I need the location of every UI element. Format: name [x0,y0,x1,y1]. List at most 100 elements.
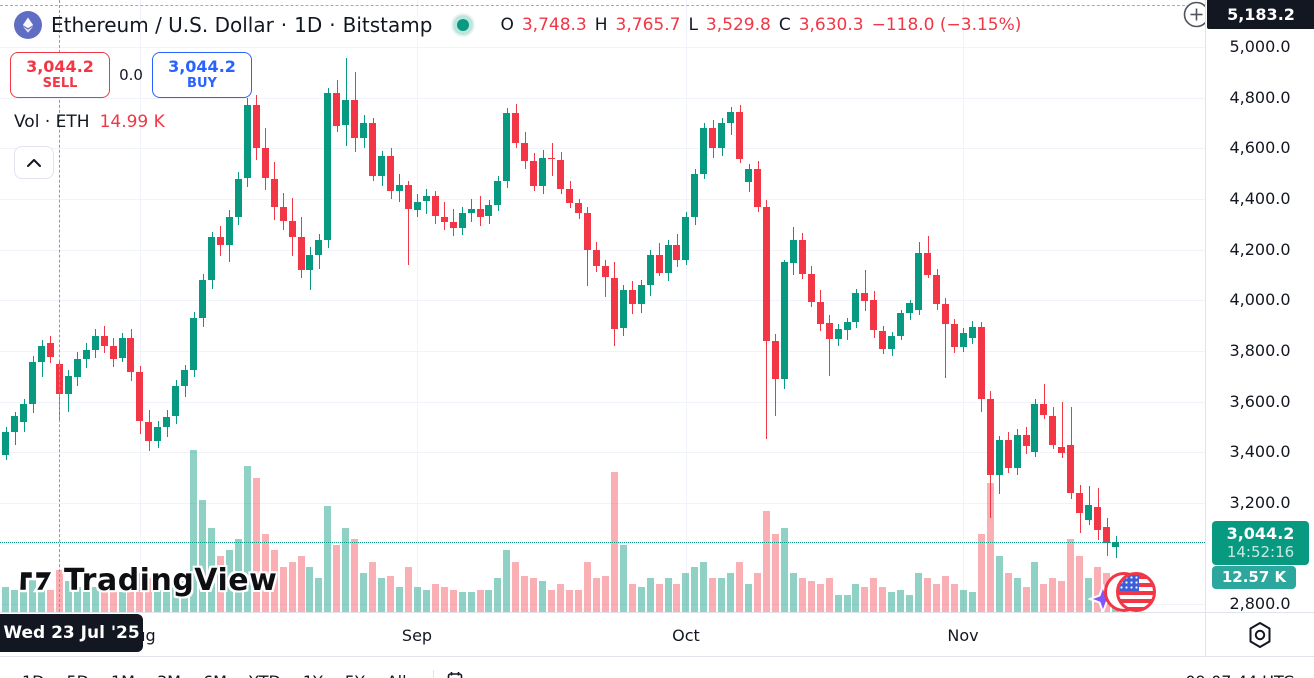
candle-body [172,386,179,416]
price-tick-label: 4,000.0 [1229,290,1291,309]
volume-bar [718,578,725,612]
candle-body [915,253,922,310]
symbol-title[interactable]: Ethereum / U.S. Dollar · 1D · Bitstamp [51,13,432,37]
timeframe-ytd[interactable]: YTD [249,672,281,678]
candle-wick [605,260,606,297]
candle-body [92,336,99,350]
timeframe-1m[interactable]: 1M [111,672,135,678]
candle-body [2,432,9,455]
timeframe-all[interactable]: All [387,672,407,678]
volume-bar [888,592,895,612]
symbol-name[interactable]: Ethereum / U.S. Dollar [51,13,274,37]
candle-body [656,255,663,273]
timeframe-3m[interactable]: 3M [157,672,181,678]
candle-body [1040,404,1047,415]
volume-bar [119,592,126,612]
exchange-name[interactable]: Bitstamp [342,13,433,37]
candle-body [145,422,152,441]
h-gridline [0,98,1205,99]
volume-bar [691,567,698,612]
candle-body [1031,404,1038,452]
volume-bar [897,590,904,612]
volume-bar [441,587,448,612]
timeframe-1y[interactable]: 1Y [303,672,323,678]
buy-button[interactable]: 3,044.2 BUY [152,52,252,98]
market-status-icon[interactable] [451,13,475,37]
candle-wick [1116,536,1117,558]
calendar-icon[interactable] [447,671,463,678]
month-label-oct[interactable]: Oct [672,626,700,645]
sell-button[interactable]: 3,044.2 SELL [10,52,110,98]
volume-bar [1058,581,1065,612]
volume-bar [808,581,815,612]
candle-body [494,181,501,205]
price-tick-label: 4,800.0 [1229,88,1291,107]
candle-body [110,346,117,359]
h-gridline [0,300,1205,301]
candle-body [933,275,940,304]
candle-body [271,179,278,207]
chart-pane[interactable]: Ethereum / U.S. Dollar · 1D · Bitstamp O… [0,0,1205,612]
candle-body [790,240,797,263]
volume-bar [468,592,475,612]
timeframe-6m[interactable]: 6M [203,672,227,678]
volume-bar [405,567,412,612]
volume-bar [494,578,501,612]
volume-bar [951,584,958,612]
candle-body [763,207,770,341]
volume-bar [1014,578,1021,612]
candle-body [485,205,492,216]
candle-body [1094,507,1101,530]
volume-bar [665,578,672,612]
candle-body [226,217,233,245]
candle-body [745,169,752,182]
crosshair-date-badge: Wed 23 Jul '25 [0,614,143,652]
volume-bar [92,587,99,612]
volume-bar [521,576,528,612]
spread-value: 0.0 [119,66,143,84]
bottom-toolbar: 1D 5D 1M 3M 6M YTD 1Y 5Y All 09:07:44 UTC [0,656,1314,678]
month-label-nov[interactable]: Nov [947,626,979,645]
buy-price: 3,044.2 [168,57,236,77]
timeframe-5d[interactable]: 5D [67,672,90,678]
candle-wick [1062,402,1063,458]
candle-wick [829,315,830,376]
month-label-sep[interactable]: Sep [401,626,433,645]
volume-bar [763,511,770,612]
candle-body [154,427,161,441]
candle-body [521,143,528,161]
candle-body [665,245,672,273]
candle-wick [945,298,946,378]
timeframe-5y[interactable]: 5Y [345,672,365,678]
tradingview-watermark[interactable]: TradingView [18,562,277,598]
time-axis[interactable]: AugSepOctNov Wed 23 Jul '25 [0,612,1205,656]
volume-bar [530,578,537,612]
candle-body [978,327,985,399]
h-gridline [0,503,1205,504]
candle-wick [444,202,445,230]
candle-body [530,161,537,186]
volume-bar [172,584,179,612]
timeframe-1d[interactable]: 1D [22,672,45,678]
axis-settings-icon[interactable] [1245,620,1275,650]
us-flag-event-icon[interactable] [1116,572,1156,612]
volume-bar [163,592,170,612]
volume-study-row[interactable]: Vol · ETH 14.99 K [14,112,165,132]
add-alert-plus-icon[interactable] [1183,1,1205,28]
candle-body [584,213,591,250]
candle-wick [865,270,866,311]
volume-bar [996,556,1003,612]
price-axis[interactable]: 5,000.0 4,800.0 4,600.0 4,400.0 4,200.0 4,000… [1205,0,1314,613]
volume-bar [298,556,305,612]
price-tick-label: 4,400.0 [1229,189,1291,208]
candle-body [996,440,1003,475]
volume-bar [199,500,206,612]
collapse-legend-button[interactable] [14,146,54,179]
h-gridline [0,604,1205,605]
volume-bar [29,578,36,612]
volume-bar [217,556,224,612]
volume-bar [1067,539,1074,612]
candle-body [11,416,18,432]
separator-dot: · [329,13,336,37]
interval-value[interactable]: 1D [294,13,323,37]
